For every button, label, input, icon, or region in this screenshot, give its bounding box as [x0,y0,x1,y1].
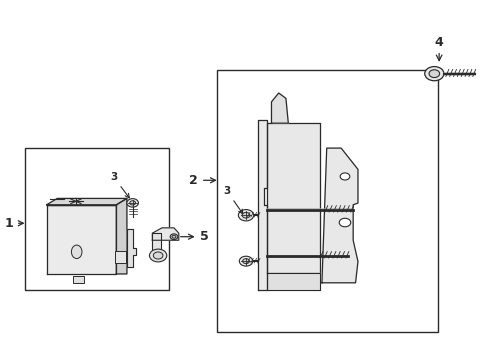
Circle shape [238,210,253,221]
Polygon shape [266,123,319,273]
Polygon shape [258,120,266,290]
Text: 3: 3 [223,186,242,214]
Ellipse shape [71,245,82,258]
Polygon shape [46,198,127,205]
Polygon shape [46,205,116,274]
Bar [25,148,169,290]
Polygon shape [271,93,288,123]
Circle shape [127,199,138,207]
Circle shape [242,259,249,264]
Circle shape [172,235,176,238]
Bar [115,251,126,263]
Polygon shape [152,228,179,240]
Circle shape [339,218,350,227]
Text: 5: 5 [180,230,209,243]
Circle shape [170,234,178,239]
Circle shape [239,256,252,266]
Circle shape [428,70,439,77]
Circle shape [153,252,163,259]
Text: 4: 4 [434,36,443,49]
Polygon shape [321,148,357,283]
Bar [217,70,437,332]
Polygon shape [266,273,319,290]
Text: 1: 1 [4,217,23,230]
Polygon shape [116,198,127,274]
Polygon shape [152,233,161,253]
Polygon shape [127,229,135,267]
Circle shape [340,173,349,180]
Circle shape [129,201,135,205]
Bar [73,276,83,283]
Text: 3: 3 [110,172,129,198]
Circle shape [242,212,249,218]
Circle shape [424,67,443,81]
Text: 2: 2 [189,174,215,187]
Circle shape [149,249,166,262]
